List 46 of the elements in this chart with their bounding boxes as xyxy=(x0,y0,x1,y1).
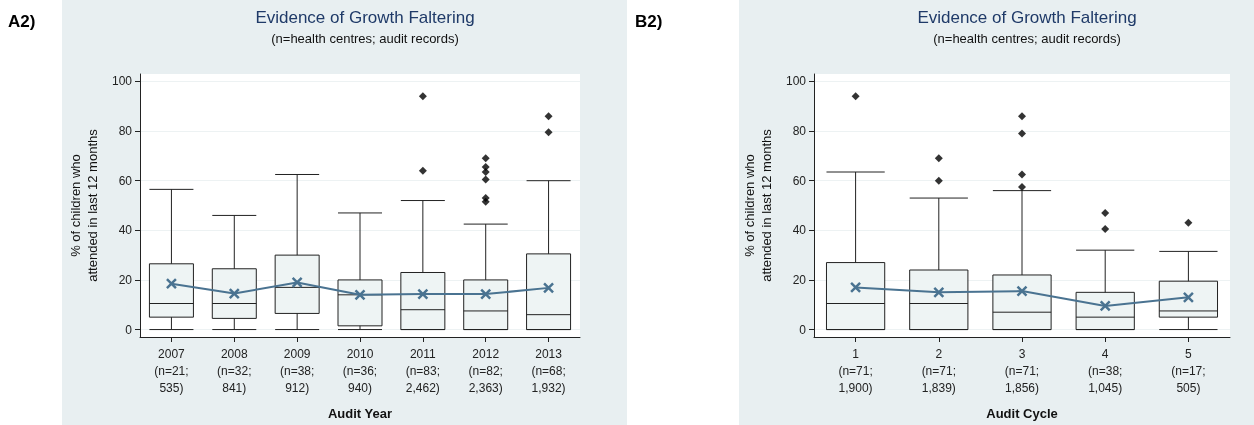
point xyxy=(849,281,862,294)
x-tick-label: 2 (n=71; 1,839) xyxy=(921,346,956,395)
x-tick-label: 2010 (n=36; 940) xyxy=(342,346,378,395)
point xyxy=(933,286,945,299)
text: A2) xyxy=(8,12,36,31)
x-tick-label: 2013 (n=68; 1,932) xyxy=(531,346,566,395)
y-tick-label: 20 xyxy=(792,272,807,287)
chart-subtitle: (n=health centres; audit records) xyxy=(271,31,459,46)
chart-title: Evidence of Growth Faltering xyxy=(255,8,475,27)
y-axis-title: % of children who attended in last 12 months xyxy=(742,128,775,282)
point xyxy=(542,282,555,294)
x-tick-label: 3 (n=71; 1,856) xyxy=(1004,346,1040,395)
x-axis-title: Audit Cycle xyxy=(986,406,1058,421)
chart-subtitle: (n=health centres; audit records) xyxy=(933,31,1121,46)
y-axis-title: % of children who attended in last 12 months xyxy=(68,128,101,282)
chart-title: Evidence of Growth Faltering xyxy=(917,8,1137,27)
x-tick-label: 4 (n=38; 1,045) xyxy=(1088,346,1123,395)
x-tick-label: 1 (n=71; 1,900) xyxy=(838,346,873,395)
y-tick-label: 20 xyxy=(118,272,133,287)
point xyxy=(417,288,429,300)
point xyxy=(1016,285,1028,297)
y-tick-label: 80 xyxy=(118,124,133,139)
y-tick-label: 0 xyxy=(799,322,807,337)
x-tick-label: 2009 (n=38; 912) xyxy=(279,346,315,395)
x-tick-label: 5 (n=17; 505) xyxy=(1171,346,1206,395)
y-tick-label: 100 xyxy=(111,74,133,89)
point xyxy=(1182,291,1195,304)
y-tick-label: 60 xyxy=(118,173,133,188)
x-tick-label: 2012 (n=82; 2,363) xyxy=(468,346,503,395)
y-tick-label: 0 xyxy=(125,322,133,337)
point xyxy=(479,288,492,300)
x-tick-label: 2008 (n=32; 841) xyxy=(217,346,252,395)
text: B2) xyxy=(635,12,663,31)
y-tick-label: 60 xyxy=(792,173,807,188)
point xyxy=(354,289,366,301)
y-tick-label: 100 xyxy=(785,74,807,89)
y-tick-label: 40 xyxy=(792,223,807,238)
y-tick-label: 80 xyxy=(792,124,807,139)
y-tick-label: 40 xyxy=(118,223,133,238)
point xyxy=(228,287,241,300)
x-axis-title: Audit Year xyxy=(327,406,393,421)
point xyxy=(165,277,178,290)
x-tick-label: 2007 (n=21; 535) xyxy=(154,346,189,395)
x-tick-label: 2011 (n=83; 2,462) xyxy=(405,346,441,395)
point xyxy=(291,276,303,289)
point xyxy=(1099,300,1111,312)
